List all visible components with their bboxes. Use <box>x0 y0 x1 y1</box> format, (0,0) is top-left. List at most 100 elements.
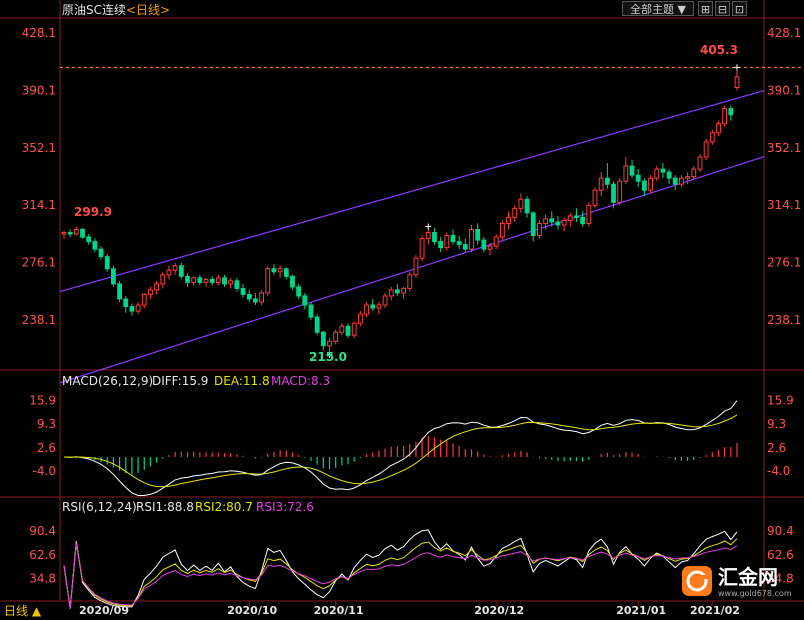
macd-tick-right: 9.3 <box>767 417 786 431</box>
logo-icon <box>682 566 712 596</box>
candle-body <box>592 189 598 206</box>
candle-body <box>493 236 499 247</box>
price-tick-right: 428.1 <box>767 26 801 40</box>
candle-body <box>524 198 530 214</box>
candle-body <box>716 123 721 134</box>
macd-dea-line <box>63 414 738 488</box>
candle-body <box>549 218 555 223</box>
candle-body <box>586 204 592 224</box>
rsi3-label: RSI3:72.6 <box>256 500 314 514</box>
candle-body <box>154 283 160 291</box>
candle-body <box>166 269 172 276</box>
candle-body <box>123 298 129 308</box>
x-axis-label: 2021/01 <box>616 604 667 617</box>
candle-body <box>135 304 141 312</box>
candle-body <box>148 289 153 295</box>
macd-tick-right: 2.6 <box>767 441 786 455</box>
period-link[interactable]: <日线> <box>126 3 171 17</box>
rsi-tick-left: 62.6 <box>29 548 56 562</box>
candle-body <box>234 280 240 289</box>
candle-body <box>475 229 481 241</box>
rsi-tick-right: 62.6 <box>767 548 794 562</box>
macd-tick-left: -4.0 <box>33 464 56 478</box>
candle-body <box>92 241 98 250</box>
candle-body <box>314 316 320 333</box>
candle-body <box>185 275 190 283</box>
rsi3-line <box>63 543 738 609</box>
candle-body <box>339 325 345 333</box>
candle-body <box>290 275 295 288</box>
candle-body <box>86 236 92 243</box>
price-tick-left: 428.1 <box>22 26 56 40</box>
candle-body <box>660 168 666 173</box>
rsi-tick-left: 34.8 <box>29 572 56 586</box>
candle-body <box>271 268 277 273</box>
candle-body <box>703 141 709 158</box>
candle-body <box>611 183 616 203</box>
period-tab[interactable]: 日线 ▲ <box>0 603 48 620</box>
candle-body <box>543 218 549 224</box>
candle-body <box>394 289 400 294</box>
macd-tick-left: 2.6 <box>37 441 56 455</box>
candle-body <box>80 229 85 238</box>
candle-body <box>172 265 178 271</box>
candle-body <box>685 176 691 179</box>
price-tick-right: 276.1 <box>767 256 801 270</box>
rsi2-label: RSI2:80.7 <box>195 500 253 514</box>
candle-body <box>110 268 116 285</box>
price-tick-left: 390.1 <box>22 83 56 97</box>
candle-body <box>277 268 283 273</box>
last-high-label: 405.3 <box>700 43 738 57</box>
candle-body <box>697 156 703 170</box>
candle-body <box>178 265 184 277</box>
rsi-tick-left: 90.4 <box>29 524 56 538</box>
candle-body <box>679 177 684 185</box>
candle-body <box>61 232 67 235</box>
price-tick-right: 238.1 <box>767 313 801 327</box>
candle-body <box>444 235 450 249</box>
x-axis-label: 2021/02 <box>690 604 740 617</box>
price-tick-left: 276.1 <box>22 256 56 270</box>
candle-body <box>537 222 542 237</box>
rsi1-label: RSI1:88.8 <box>136 500 194 514</box>
candle-body <box>252 298 258 303</box>
theme-dropdown[interactable]: 全部主题 ▼ <box>622 1 694 16</box>
price-tick-right: 352.1 <box>767 141 801 155</box>
candle-body <box>654 168 660 179</box>
candle-body <box>487 245 493 250</box>
tool-button-3[interactable]: ⊡ <box>732 1 747 16</box>
candle-body <box>265 268 271 294</box>
candle-body <box>351 322 357 336</box>
candle-body <box>401 287 407 294</box>
channel-lower-line <box>59 156 765 384</box>
channel-upper-line <box>59 90 765 293</box>
candle-body <box>481 239 487 250</box>
candle-body <box>370 304 376 309</box>
tool-button-2[interactable]: ⊟ <box>715 1 730 16</box>
candle-body <box>246 293 252 300</box>
candle-body <box>67 232 73 235</box>
x-axis-label: 2020/09 <box>79 604 129 617</box>
candle-body <box>648 177 653 191</box>
rsi2-line <box>63 538 738 609</box>
candle-body <box>320 331 326 347</box>
macd-tick-left: 9.3 <box>37 417 56 431</box>
rsi-tick-right: 90.4 <box>767 524 794 538</box>
candle-body <box>382 295 388 306</box>
candle-body <box>629 165 635 176</box>
candle-body <box>574 215 579 218</box>
candle-body <box>228 280 234 285</box>
rsi-tick-right: 34.8 <box>767 572 794 586</box>
tool-button-1[interactable]: ⊞ <box>698 1 713 16</box>
candle-body <box>73 229 79 235</box>
candle-body <box>203 278 209 283</box>
candle-body <box>308 304 314 318</box>
candle-body <box>209 278 215 283</box>
logo-text: 汇金网 <box>718 565 778 589</box>
macd-diff-label: DIFF:15.9 <box>152 374 209 388</box>
candle-body <box>197 277 203 283</box>
candle-body <box>512 207 518 218</box>
candle-body <box>623 165 629 182</box>
candle-body <box>604 177 610 185</box>
candle-body <box>333 331 339 342</box>
